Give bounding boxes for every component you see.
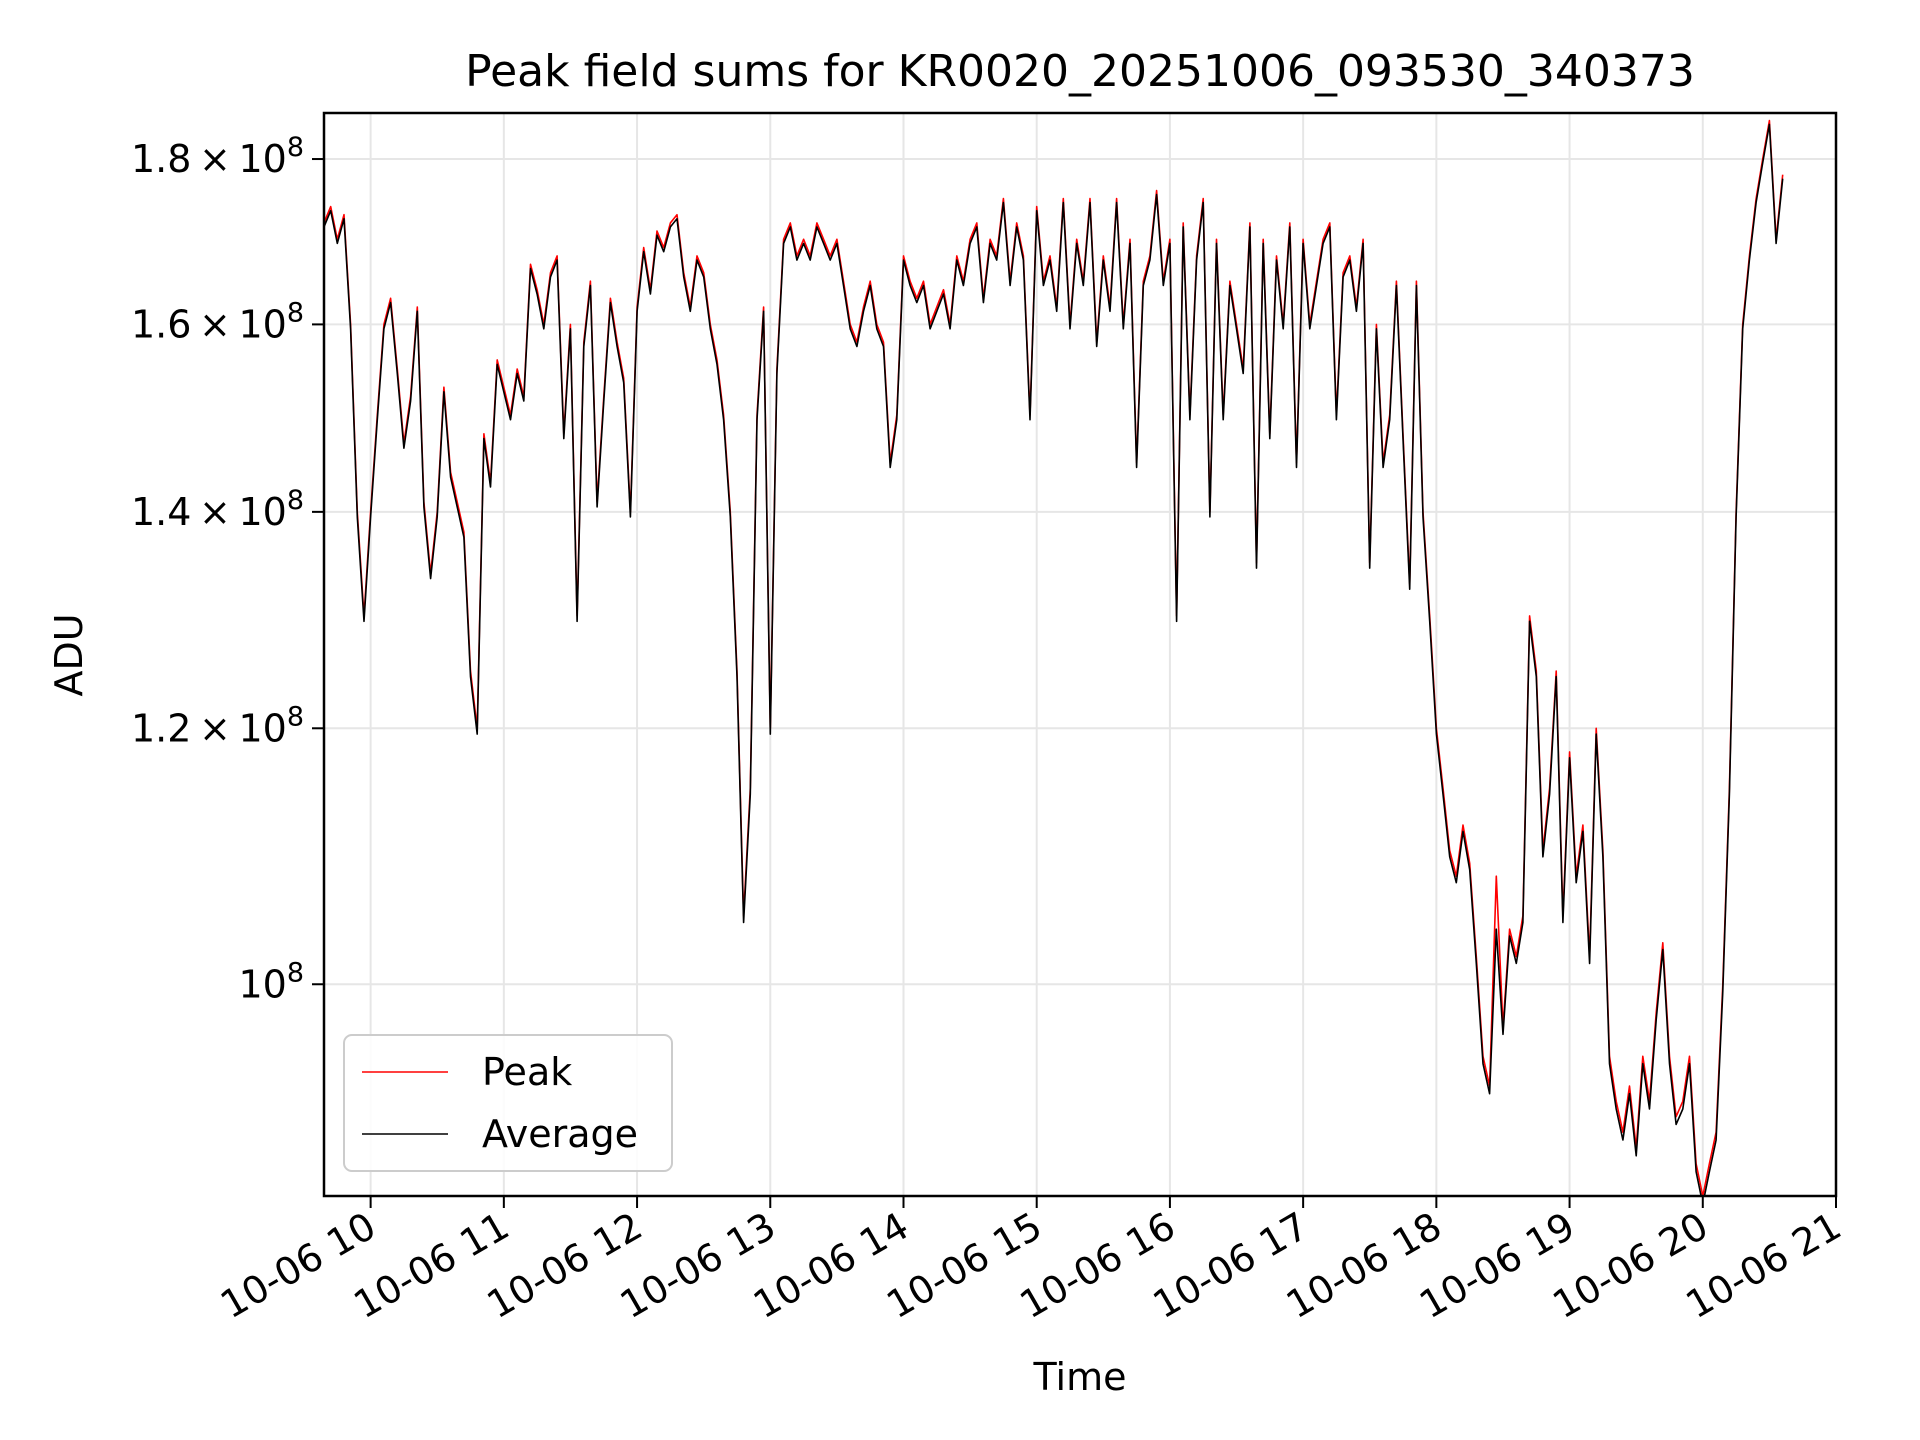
plot-area-frame [322, 111, 1838, 1198]
y-tick-label: 1.2 × 108 [131, 701, 304, 750]
legend-label-average: Average [482, 1112, 638, 1156]
grid-lines [324, 113, 1837, 1196]
y-tick-label: 1.8 × 108 [131, 132, 304, 181]
legend-box [343, 1034, 673, 1172]
y-axis-label: ADU [47, 613, 91, 696]
y-tick-label: 1.4 × 108 [131, 485, 304, 534]
y-tick-label: 1.6 × 108 [131, 297, 304, 346]
legend-label-peak: Peak [482, 1050, 572, 1094]
y-axis-ticks: 108 1.2 × 108 1.4 × 108 1.6 × 108 1.8 × 108 [131, 132, 324, 1006]
legend: Peak Average [343, 1034, 673, 1172]
series-line-average [324, 123, 1784, 1196]
series-lines [324, 119, 1784, 1196]
y-tick-label: 108 [238, 957, 304, 1006]
chart-title: Peak field sums for KR0020_20251006_0935… [465, 46, 1695, 97]
x-axis-label: Time [1033, 1355, 1127, 1399]
